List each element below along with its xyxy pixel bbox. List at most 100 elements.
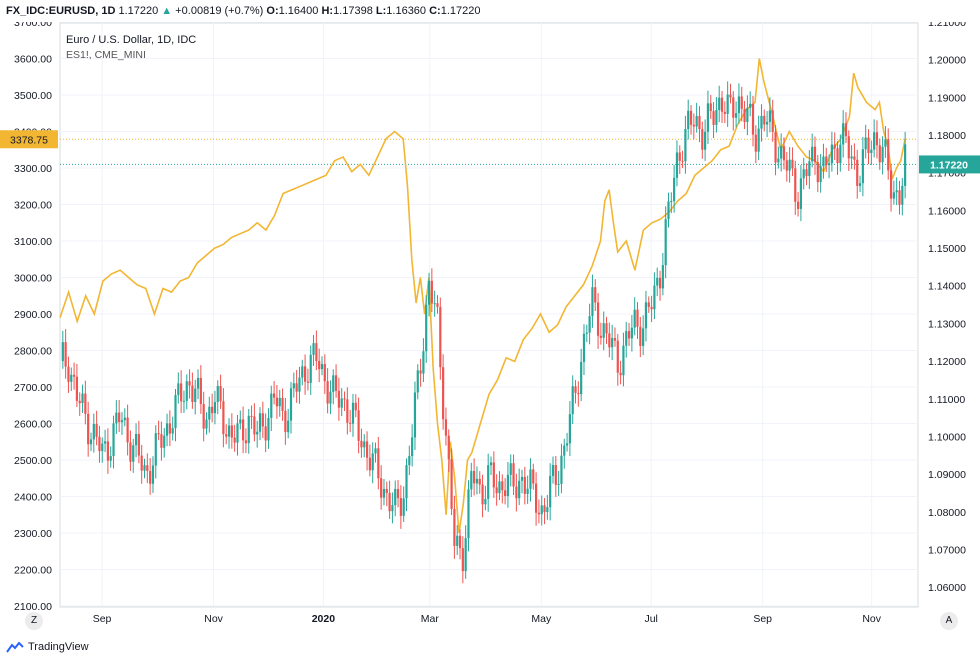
candle-body bbox=[901, 185, 904, 205]
candle-body bbox=[430, 280, 433, 304]
candle-body bbox=[489, 462, 493, 466]
candle-body bbox=[481, 484, 484, 505]
symbol-label: FX_IDC:EURUSD, 1D bbox=[6, 5, 116, 17]
candle-body bbox=[78, 400, 81, 404]
left-tick-label: 3300.00 bbox=[14, 163, 52, 175]
candle-body bbox=[895, 190, 898, 193]
candle-body bbox=[326, 381, 329, 404]
candle-body bbox=[253, 416, 256, 435]
candle-body bbox=[706, 103, 710, 132]
candle-body bbox=[442, 367, 445, 420]
left-tick-label: 2100.00 bbox=[14, 601, 52, 613]
candle-body bbox=[275, 397, 279, 407]
x-tick-label: Mar bbox=[421, 613, 440, 625]
right-tick-label: 1.11000 bbox=[928, 394, 965, 406]
candle-body bbox=[182, 400, 186, 402]
candle-body bbox=[188, 381, 191, 386]
candle-body bbox=[757, 128, 760, 152]
candle-body bbox=[605, 323, 608, 334]
candle-body bbox=[591, 287, 594, 317]
candle-body bbox=[529, 469, 532, 489]
candle-body bbox=[534, 483, 538, 513]
candle-body bbox=[839, 144, 842, 164]
candle-body bbox=[647, 302, 650, 307]
candle-body bbox=[518, 480, 521, 499]
candle-body bbox=[698, 116, 701, 130]
tradingview-logo-icon bbox=[6, 641, 24, 653]
candle-body bbox=[715, 110, 718, 125]
candle-body bbox=[551, 464, 555, 476]
candle-body bbox=[106, 441, 109, 461]
left-tick-label: 3200.00 bbox=[14, 200, 52, 212]
brand-name: TradingView bbox=[28, 641, 89, 653]
right-tick-label: 1.16000 bbox=[928, 205, 966, 217]
candle-body bbox=[95, 423, 98, 437]
candle-body bbox=[194, 388, 197, 403]
candle-body bbox=[760, 115, 763, 129]
candle-body bbox=[678, 152, 681, 161]
left-tick-label: 2500.00 bbox=[14, 455, 52, 467]
candle-body bbox=[244, 440, 248, 444]
last-price: 1.17220 bbox=[118, 5, 159, 17]
chart-header: FX_IDC:EURUSD, 1D 1.17220 ▲ +0.00819 (+0… bbox=[0, 0, 980, 22]
legend-title: Euro / U.S. Dollar, 1D, IDC bbox=[66, 34, 196, 46]
left-tick-label: 2800.00 bbox=[14, 346, 52, 358]
candle-body bbox=[861, 149, 864, 184]
candle-body bbox=[399, 498, 402, 516]
candle-body bbox=[318, 361, 321, 370]
candle-body bbox=[785, 160, 788, 171]
candle-body bbox=[137, 434, 140, 456]
candle-body bbox=[515, 486, 518, 499]
candle-body bbox=[658, 277, 662, 289]
candle-body bbox=[101, 443, 104, 452]
low-value: 1.16360 bbox=[386, 5, 427, 17]
candle-body bbox=[594, 287, 597, 303]
candle-body bbox=[140, 455, 143, 471]
candle-body bbox=[439, 306, 442, 368]
zoom-button[interactable]: Z bbox=[25, 612, 43, 630]
candle-body bbox=[585, 332, 588, 334]
left-tick-label: 3700.00 bbox=[14, 22, 52, 29]
candle-body bbox=[639, 326, 642, 346]
candle-body bbox=[695, 116, 698, 127]
auto-scale-button[interactable]: A bbox=[940, 612, 958, 630]
candle-body bbox=[165, 423, 169, 436]
candle-body bbox=[89, 439, 93, 445]
candle-body bbox=[64, 342, 67, 367]
price-chart[interactable]: 2100.00 2200.00 2300.00 2400.00 2500.00 2600.… bbox=[0, 22, 980, 633]
candle-body bbox=[582, 333, 586, 362]
candle-body bbox=[272, 393, 276, 398]
candle-body bbox=[112, 423, 115, 457]
candle-body bbox=[681, 160, 684, 162]
candle-body bbox=[526, 488, 529, 494]
candle-body bbox=[436, 303, 439, 307]
candle-body bbox=[495, 487, 498, 494]
candle-body bbox=[704, 131, 707, 150]
candle-body bbox=[577, 392, 580, 395]
candle-body bbox=[565, 443, 569, 446]
candle-body bbox=[599, 335, 602, 338]
candle-body bbox=[413, 392, 417, 438]
candle-body bbox=[799, 178, 802, 209]
candle-body bbox=[351, 402, 355, 424]
candle-body bbox=[118, 412, 121, 423]
candle-body bbox=[870, 149, 873, 153]
candle-body bbox=[177, 383, 180, 396]
candle-body bbox=[825, 156, 828, 166]
candle-body bbox=[149, 470, 152, 484]
candle-body bbox=[492, 462, 495, 488]
candle-body bbox=[889, 170, 893, 199]
right-tick-label: 1.19000 bbox=[928, 92, 966, 104]
right-tick-label: 1.20000 bbox=[928, 55, 966, 67]
footer-branding: TradingView bbox=[6, 641, 89, 653]
candle-body bbox=[563, 445, 566, 456]
candle-body bbox=[650, 306, 653, 310]
candle-body bbox=[444, 419, 448, 436]
candle-body bbox=[151, 465, 155, 484]
candle-body bbox=[146, 465, 149, 471]
candle-body bbox=[687, 110, 690, 129]
candle-body bbox=[134, 434, 138, 446]
candle-body bbox=[771, 110, 774, 132]
candle-body bbox=[644, 302, 648, 329]
candle-body bbox=[284, 410, 287, 433]
